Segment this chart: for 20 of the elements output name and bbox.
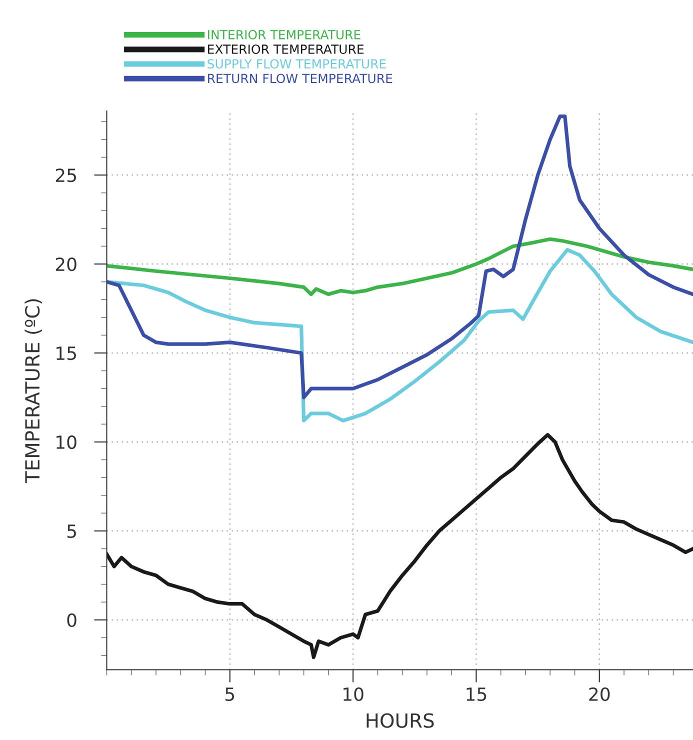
line-series bbox=[106, 433, 693, 660]
text: RETURN FLOW TEMPERATURE bbox=[208, 74, 392, 84]
line-series bbox=[106, 248, 693, 422]
y-tick-label: 20 bbox=[56, 257, 76, 272]
line-series bbox=[106, 237, 693, 296]
y-tick-label: 5 bbox=[67, 524, 76, 538]
text: SUPPLY FLOW TEMPERATURE bbox=[208, 59, 386, 69]
x-tick-label: 15 bbox=[466, 688, 486, 702]
y-tick-label: 0 bbox=[67, 613, 76, 627]
text: EXTERIOR TEMPERATURE bbox=[208, 44, 364, 54]
x-tick-label: 10 bbox=[344, 687, 364, 702]
y-axis-title: TEMPERATURE (ºC) bbox=[24, 299, 42, 484]
line-series bbox=[106, 114, 693, 400]
y-tick-label: 25 bbox=[56, 168, 76, 182]
x-tick-label: 5 bbox=[226, 688, 234, 702]
x-tick-label: 20 bbox=[589, 687, 610, 702]
text: INTERIOR TEMPERATURE bbox=[208, 30, 360, 40]
y-tick-label: 15 bbox=[56, 346, 76, 360]
y-tick-label: 10 bbox=[56, 435, 76, 450]
x-axis-title: HOURS bbox=[366, 713, 434, 728]
